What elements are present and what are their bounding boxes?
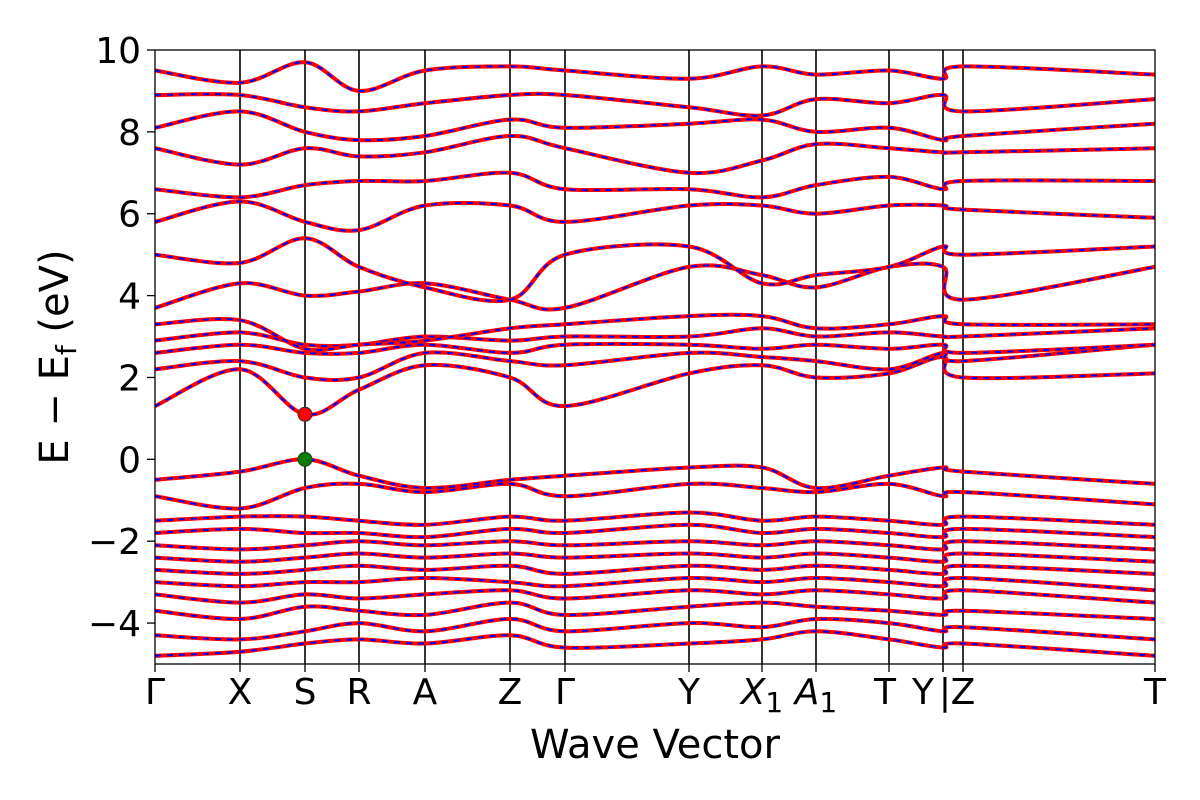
band-line-overlay: [155, 589, 1155, 604]
y-axis-label-subscript: f: [50, 344, 83, 355]
band-line-overlay: [155, 200, 1155, 232]
band-line-overlay: [155, 110, 1155, 142]
y-axis-label-main: E − E: [32, 355, 78, 465]
band-line-overlay: [155, 237, 1155, 303]
extrema-markers: [297, 406, 313, 467]
band-line-overlay: [155, 61, 1155, 92]
x-tick-label: Z: [498, 672, 523, 713]
y-tick-label: −2: [88, 522, 141, 563]
band-line-overlay: [155, 342, 1155, 355]
band-line-overlay: [155, 92, 1155, 117]
band-line-overlay: [155, 552, 1155, 563]
y-tick-label: 8: [118, 113, 141, 154]
band-line-overlay: [155, 564, 1155, 575]
band-line-overlay: [155, 262, 1155, 311]
plot-frame: [154, 49, 1156, 665]
y-axis-label-unit: (eV): [32, 249, 78, 345]
x-tick-label: T: [1143, 672, 1167, 713]
y-tick-label: −4: [88, 604, 141, 645]
band-line-overlay: [155, 313, 1155, 352]
band-line-overlay: [155, 482, 1155, 510]
band-line-overlay: [155, 523, 1155, 539]
x-tick-label: S: [294, 672, 317, 713]
x-tick-label: X: [228, 672, 253, 713]
band-line-overlay: [155, 511, 1155, 526]
x-tick-label: Γ: [145, 672, 165, 713]
band-line-overlay: [155, 327, 1155, 348]
y-tick-label: 0: [118, 440, 141, 481]
x-tick-label: R: [346, 672, 371, 713]
band-lines: [155, 60, 1155, 658]
band-line-overlay: [155, 576, 1155, 592]
cbm-marker: [297, 406, 313, 422]
band-line-overlay: [155, 540, 1155, 551]
band-line-overlay: [155, 601, 1155, 621]
x-tick-label: X1: [739, 672, 784, 719]
y-tick-label: 4: [118, 277, 141, 318]
x-tick-label: A: [413, 672, 438, 713]
band-line-overlay: [155, 630, 1155, 657]
y-tick-label: 10: [95, 31, 141, 72]
band-line-overlay: [155, 134, 1155, 175]
band-line-overlay: [155, 171, 1155, 199]
x-axis-label: Wave Vector: [530, 722, 781, 768]
x-axis: Γ X S R A Z Γ Y X1 A1 T Y | Z T: [145, 664, 1167, 719]
x-tick-label: Y: [911, 672, 935, 713]
band-line-overlay: [155, 343, 1155, 382]
x-tick-label: Y: [677, 672, 701, 713]
x-tick-label: A1: [793, 672, 837, 719]
band-line-overlay: [155, 617, 1155, 641]
x-tick-label: Z: [951, 672, 976, 713]
x-tick-label: |: [939, 672, 951, 713]
vbm-marker: [297, 451, 313, 467]
y-tick-label: 2: [118, 358, 141, 399]
y-axis-label: E − Ef (eV): [32, 249, 83, 464]
x-tick-label: T: [873, 672, 897, 713]
y-tick-label: 6: [118, 195, 141, 236]
y-axis: −4 −2 0 2 4 6 8 10: [88, 31, 155, 645]
x-tick-label: Γ: [555, 672, 575, 713]
